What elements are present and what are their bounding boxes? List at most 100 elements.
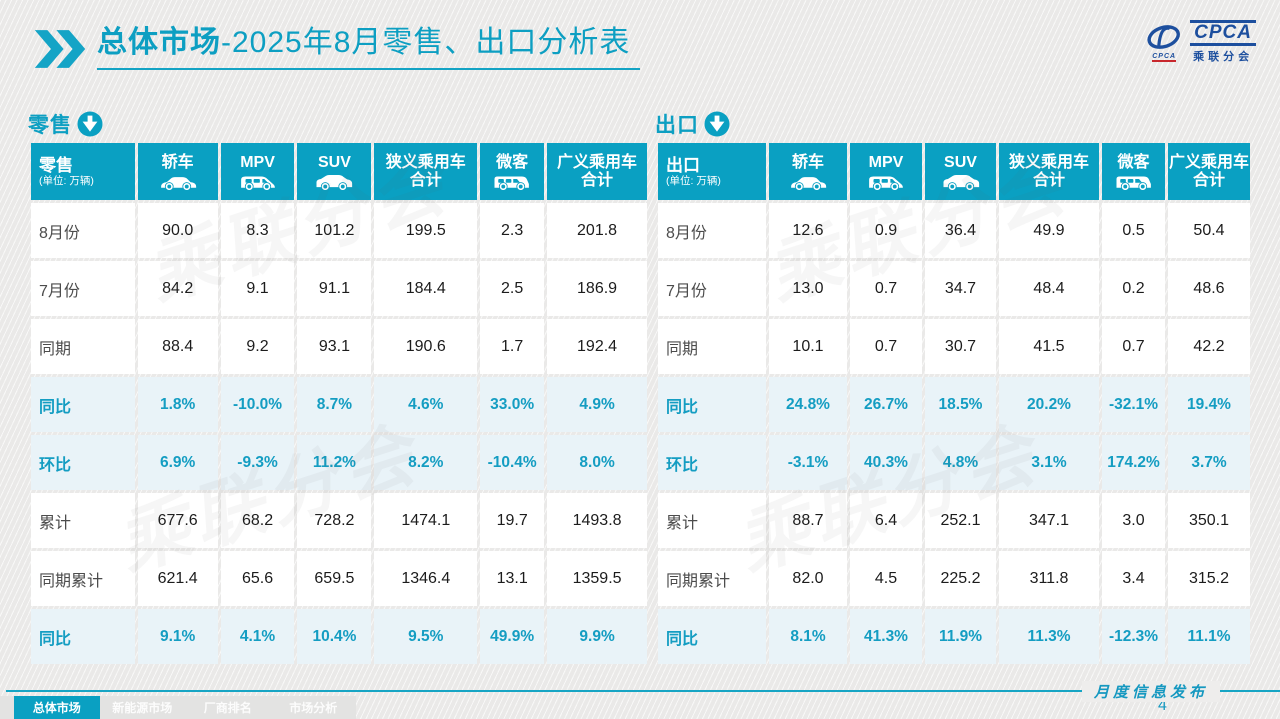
table-cell: 12.6 <box>769 203 847 258</box>
table-cell: 48.4 <box>999 261 1099 316</box>
table-corner-header: 出口 (单位: 万辆) <box>658 143 766 200</box>
table-cell: 0.9 <box>850 203 922 258</box>
table-cell: 49.9% <box>480 609 545 664</box>
table-cell: -3.1% <box>769 435 847 490</box>
table-cell: 26.7% <box>850 377 922 432</box>
publish-label: 月度信息发布 <box>1082 681 1221 702</box>
table-cell: -10.0% <box>220 377 295 432</box>
table-cell: 4.1% <box>220 609 295 664</box>
column-header: 轿车 <box>769 143 847 200</box>
row-label: 同比 <box>31 609 135 664</box>
row-label: 累计 <box>658 493 766 548</box>
table-cell: 88.7 <box>769 493 847 548</box>
table-cell: 50.4 <box>1168 203 1250 258</box>
table-cell: 252.1 <box>925 493 996 548</box>
van-icon <box>1116 176 1151 191</box>
sedan-icon <box>160 176 196 191</box>
table-cell: 9.1% <box>137 609 218 664</box>
table-cell: 40.3% <box>850 435 922 490</box>
row-label: 环比 <box>658 435 766 490</box>
van-icon <box>494 176 530 191</box>
row-label: 8月份 <box>31 203 135 258</box>
column-header: MPV <box>850 143 922 200</box>
table-cell: 19.4% <box>1168 377 1250 432</box>
table-cell: 311.8 <box>999 551 1099 606</box>
table-row: 同比 8.1% 41.3% 11.9% 11.3% -12.3% 11.1% <box>658 609 1250 664</box>
column-header: 广义乘用车 合计 <box>1168 143 1250 200</box>
cpca-logo: CPCA CPCA 乘联分会 <box>1144 20 1256 64</box>
cpca-brand-text: CPCA <box>1190 20 1256 46</box>
row-label: 7月份 <box>658 261 766 316</box>
table-cell: 659.5 <box>297 551 372 606</box>
table-cell: 9.1 <box>220 261 295 316</box>
table-cell: 190.6 <box>374 319 478 374</box>
table-cell: 36.4 <box>925 203 996 258</box>
table-cell: 1474.1 <box>374 493 478 548</box>
table-row: 8月份 12.6 0.9 36.4 49.9 0.5 50.4 <box>658 203 1250 258</box>
table-cell: 201.8 <box>547 203 647 258</box>
table-cell: -12.3% <box>1102 609 1165 664</box>
column-header: SUV <box>297 143 372 200</box>
table-cell: 4.5 <box>850 551 922 606</box>
row-label: 累计 <box>31 493 135 548</box>
table-cell: 1359.5 <box>547 551 647 606</box>
table-cell: 33.0% <box>480 377 545 432</box>
nav-tab-overall-market[interactable]: 总体市场 <box>14 696 100 719</box>
table-cell: 88.4 <box>137 319 218 374</box>
table-cell: 42.2 <box>1168 319 1250 374</box>
column-header: 轿车 <box>137 143 218 200</box>
table-cell: 8.1% <box>769 609 847 664</box>
table-cell: 174.2% <box>1102 435 1165 490</box>
export-table-mount: 出口 (单位: 万辆) 轿车 MPV SUV <box>655 140 1253 667</box>
row-label: 7月份 <box>31 261 135 316</box>
table-cell: 192.4 <box>547 319 647 374</box>
table-cell: 68.2 <box>220 493 295 548</box>
table-cell: 20.2% <box>999 377 1099 432</box>
retail-section: 零售 零售 (单位: 万辆) 轿车 MPV <box>28 109 650 667</box>
cpca-swoosh-label: CPCA <box>1152 52 1177 62</box>
table-cell: 0.7 <box>850 261 922 316</box>
nav-tab-oem-ranking[interactable]: 厂商排名 <box>203 701 252 715</box>
table-cell: -9.3% <box>220 435 295 490</box>
footer-divider <box>6 690 1280 692</box>
table-cell: 1493.8 <box>547 493 647 548</box>
table-cell: 30.7 <box>925 319 996 374</box>
table-cell: 2.3 <box>480 203 545 258</box>
table-row: 环比 6.9% -9.3% 11.2% 8.2% -10.4% 8.0% <box>31 435 647 490</box>
table-cell: 90.0 <box>137 203 218 258</box>
table-cell: 93.1 <box>297 319 372 374</box>
nav-tab-market-analysis[interactable]: 市场分析 <box>289 701 338 715</box>
row-label: 同比 <box>658 377 766 432</box>
table-row: 同期累计 82.0 4.5 225.2 311.8 3.4 315.2 <box>658 551 1250 606</box>
export-table: 出口 (单位: 万辆) 轿车 MPV SUV <box>655 140 1253 667</box>
table-cell: 91.1 <box>297 261 372 316</box>
cpca-swoosh-icon <box>1147 24 1181 49</box>
table-cell: 82.0 <box>769 551 847 606</box>
table-cell: 0.5 <box>1102 203 1165 258</box>
table-cell: 24.8% <box>769 377 847 432</box>
table-row: 同比 9.1% 4.1% 10.4% 9.5% 49.9% 9.9% <box>31 609 647 664</box>
table-row: 同期累计 621.4 65.6 659.5 1346.4 13.1 1359.5 <box>31 551 647 606</box>
retail-section-title: 零售 <box>28 114 72 137</box>
table-cell: 19.7 <box>480 493 545 548</box>
column-header: 狭义乘用车 合计 <box>999 143 1099 200</box>
table-cell: 4.9% <box>547 377 647 432</box>
table-cell: 10.1 <box>769 319 847 374</box>
row-label: 同期 <box>658 319 766 374</box>
cpca-brand-chinese: 乘联分会 <box>1193 51 1254 63</box>
nav-tab-nev-market[interactable]: 新能源市场 <box>112 701 173 715</box>
retail-table-mount: 零售 (单位: 万辆) 轿车 MPV SUV <box>28 140 650 667</box>
table-cell: 225.2 <box>925 551 996 606</box>
table-cell: -10.4% <box>480 435 545 490</box>
arrow-down-circle-icon <box>704 111 730 137</box>
export-section-title: 出口 <box>655 114 699 137</box>
table-cell: 65.6 <box>220 551 295 606</box>
table-cell: 18.5% <box>925 377 996 432</box>
column-header: 微客 <box>480 143 545 200</box>
table-cell: 13.0 <box>769 261 847 316</box>
column-header: 广义乘用车 合计 <box>547 143 647 200</box>
row-label: 8月份 <box>658 203 766 258</box>
table-row: 7月份 13.0 0.7 34.7 48.4 0.2 48.6 <box>658 261 1250 316</box>
table-cell: 8.0% <box>547 435 647 490</box>
table-cell: 3.1% <box>999 435 1099 490</box>
